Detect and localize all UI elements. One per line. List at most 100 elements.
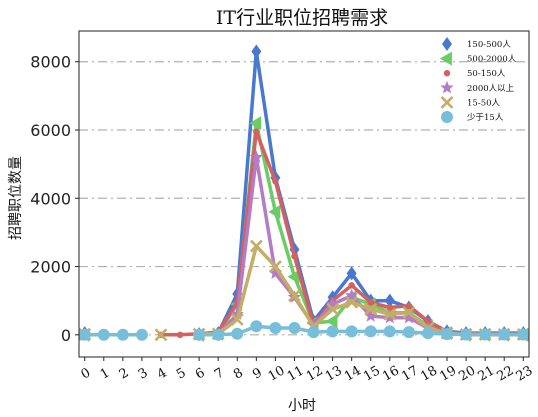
data-point [250, 320, 263, 333]
data-point [251, 44, 262, 59]
data-point [364, 302, 378, 316]
x-axis-label: 小时 [288, 398, 316, 414]
x-marker-stroke [440, 95, 454, 109]
legend-label: 50-150人 [467, 69, 506, 79]
data-point [253, 128, 260, 135]
series-6 [78, 320, 530, 341]
data-point [307, 326, 320, 339]
legend-marker [440, 51, 452, 66]
data-point [441, 328, 454, 341]
data-point [288, 289, 301, 302]
y-tick-label: 6000 [30, 121, 71, 140]
x-tick-label: 12 [304, 363, 326, 384]
data-point [345, 288, 359, 302]
x-tick-label: 23 [514, 363, 536, 384]
x-tick-label: 21 [475, 363, 497, 384]
data-point [154, 328, 168, 342]
x-marker-stroke [288, 289, 301, 302]
data-point [402, 310, 416, 324]
data-point [288, 321, 301, 334]
data-point [325, 297, 340, 310]
data-point [249, 239, 263, 253]
legend-label: 150-500人 [467, 40, 511, 50]
legend-marker [440, 95, 454, 109]
data-point [367, 299, 374, 306]
data-point [78, 328, 91, 341]
x-tick-label: 11 [285, 363, 307, 384]
legend-label: 500-2000人 [467, 55, 517, 65]
legend-label: 15-50人 [467, 98, 501, 108]
data-point [326, 302, 340, 316]
legend-marker [440, 80, 454, 94]
data-point [326, 325, 339, 338]
x-tick-label: 10 [266, 363, 288, 384]
y-tick-label: 4000 [30, 189, 71, 208]
x-marker-stroke [383, 307, 397, 321]
data-point [346, 266, 357, 281]
x-tick-label: 13 [323, 363, 345, 384]
x-marker-stroke [326, 302, 340, 316]
x-tick-label: 14 [342, 363, 364, 384]
x-marker-stroke [345, 295, 359, 309]
data-point [402, 326, 415, 339]
plot-area-frame [78, 30, 530, 358]
data-point [269, 321, 282, 334]
data-point [268, 260, 282, 273]
data-point [460, 328, 473, 341]
data-point [291, 253, 298, 260]
data-point [135, 328, 148, 341]
x-tick-label: 17 [399, 363, 421, 384]
legend-label: 少于15人 [467, 113, 504, 123]
data-point [364, 309, 378, 322]
legend-label: 2000人以上 [467, 84, 515, 94]
x-marker-stroke [154, 328, 168, 342]
data-point [268, 266, 283, 279]
data-point [345, 295, 359, 309]
data-point [345, 325, 358, 338]
data-point [249, 150, 263, 163]
y-axis-label: 招聘职位数量 [8, 156, 24, 240]
data-point [479, 328, 492, 341]
data-point [383, 307, 397, 321]
data-point [384, 293, 395, 308]
data-point [268, 204, 281, 219]
chart-title: IT行业职位招聘需求 [216, 7, 388, 29]
data-point [249, 116, 262, 131]
data-point [348, 282, 355, 289]
data-point [97, 328, 110, 341]
data-point [116, 328, 129, 341]
data-point [383, 325, 396, 338]
data-point [383, 310, 397, 324]
x-marker-stroke [364, 302, 378, 316]
data-point [364, 325, 377, 338]
x-marker-stroke [268, 260, 282, 273]
data-point [212, 328, 225, 341]
y-tick-label: 0 [61, 326, 71, 345]
x-tick-label: 19 [437, 363, 459, 384]
legend: 150-500人 500-2000人 50-150人 2000人以上 15-50人少于1… [440, 37, 517, 123]
data-point [176, 331, 184, 339]
data-point [386, 304, 394, 311]
data-point [230, 313, 244, 326]
legend-marker [442, 37, 452, 51]
x-tick-label: 20 [456, 363, 478, 384]
x-tick-label: 16 [380, 363, 402, 384]
y-tick-label: 2000 [30, 258, 71, 277]
x-tick-label: 15 [361, 363, 383, 384]
legend-marker [441, 111, 453, 123]
x-tick-label: 22 [495, 363, 517, 384]
data-point [193, 328, 206, 341]
data-point [231, 327, 244, 340]
x-marker-stroke [402, 306, 416, 320]
y-tick-label: 8000 [30, 53, 71, 72]
series-layer [77, 44, 530, 342]
y-axis-ticks: 0 2000 4000 6000 8000 [30, 53, 79, 345]
data-point [405, 302, 413, 309]
legend-marker [443, 70, 451, 77]
data-point [325, 314, 338, 329]
x-tick-label: 18 [418, 363, 440, 384]
data-point [272, 177, 279, 185]
